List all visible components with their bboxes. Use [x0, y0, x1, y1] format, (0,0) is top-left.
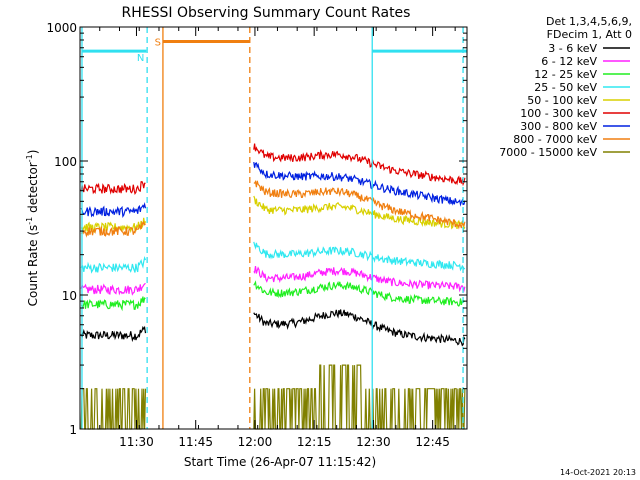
series-line-pre-300-800	[80, 201, 147, 218]
plot-axes: 1 10 100 1000 11:30 11:45 12:00 12:15 12:30 12:45	[46, 21, 468, 449]
flag-letter-S: S	[155, 37, 161, 48]
y-label-part-3: )	[26, 150, 40, 155]
series-line-pre-100-300	[80, 181, 146, 196]
y-label-part-2: detector	[26, 162, 40, 217]
legend-label-25-50: 25 - 50 keV	[534, 81, 597, 94]
y-tick-label-1: 1	[69, 423, 77, 437]
series-line-post-12-25	[253, 280, 466, 307]
series-line-post-100-300	[253, 143, 466, 187]
series-line-pre-800-7000	[80, 220, 146, 238]
series-line-post-25-50	[253, 241, 466, 272]
flag-letter-N: N	[137, 53, 144, 64]
y-axis-label: Count Rate (s-1 detector-1)	[25, 150, 40, 307]
date-stamp: 14-Oct-2021 20:13	[560, 468, 636, 477]
series-line-post-800-7000	[253, 180, 466, 230]
plot-content: SN	[80, 27, 467, 430]
series-line-pre-50-100	[80, 217, 147, 234]
series-line-post-3-6	[253, 309, 466, 347]
plot-frame	[79, 26, 468, 430]
series-line-post-300-800	[253, 162, 466, 207]
series-line-pre-25-50	[80, 255, 147, 274]
x-axis-label: Start Time (26-Apr-07 11:15:42)	[184, 455, 376, 469]
x-tick-label-11:30: 11:30	[119, 435, 154, 449]
legend-label-50-100: 50 - 100 keV	[527, 94, 597, 107]
series-line-post-7000-15000	[253, 364, 466, 430]
legend-label-100-300: 100 - 300 keV	[520, 107, 597, 120]
y-label-part-1: Count Rate (s	[26, 225, 40, 307]
y-label-sup-2: -1	[25, 154, 34, 162]
legend-header-line-2: FDecim 1, Att 0	[547, 28, 632, 41]
legend-label-7000-15000: 7000 - 15000 keV	[499, 146, 597, 159]
series-line-pre-12-25	[80, 296, 146, 312]
x-tick-label-12:30: 12:30	[356, 435, 391, 449]
series-line-pre-3-6	[80, 325, 147, 343]
y-label-sup-1: -1	[25, 217, 34, 225]
legend-label-300-800: 300 - 800 keV	[520, 120, 597, 133]
chart-title: RHESSI Observing Summary Count Rates	[122, 5, 411, 21]
y-tick-label-100: 100	[54, 155, 77, 169]
x-tick-label-11:45: 11:45	[178, 435, 213, 449]
legend-header-line-1: Det 1,3,4,5,6,9,	[546, 15, 632, 28]
series-line-post-6-12	[253, 266, 466, 293]
legend-label-3-6: 3 - 6 keV	[548, 42, 597, 55]
x-tick-label-12:15: 12:15	[297, 435, 332, 449]
series-line-post-50-100	[253, 195, 466, 231]
y-tick-label-10: 10	[62, 289, 77, 303]
legend-label-800-7000: 800 - 7000 keV	[513, 133, 597, 146]
legend-label-6-12: 6 - 12 keV	[541, 55, 597, 68]
y-tick-label-1000: 1000	[46, 21, 77, 35]
series-line-pre-6-12	[80, 282, 146, 296]
x-tick-label-12:00: 12:00	[238, 435, 273, 449]
legend-label-12-25: 12 - 25 keV	[534, 68, 597, 81]
x-tick-label-12:45: 12:45	[415, 435, 450, 449]
